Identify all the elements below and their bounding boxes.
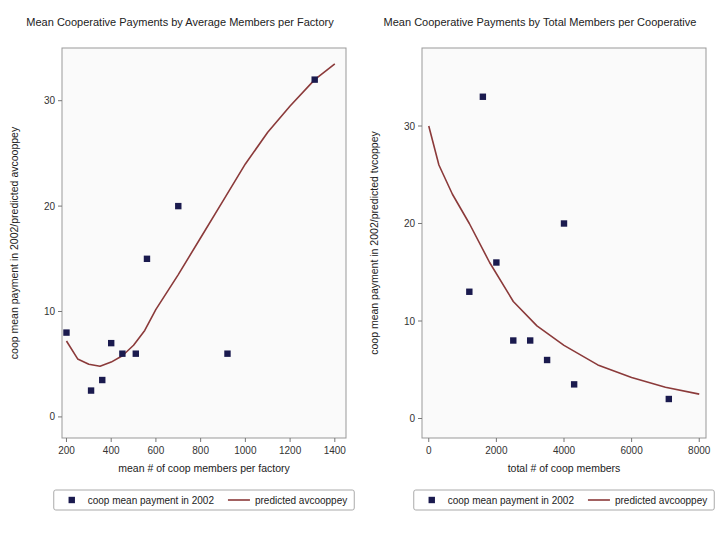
x-tick-label: 2000 bbox=[485, 445, 508, 456]
x-tick-label: 1400 bbox=[324, 445, 347, 456]
plot-marks bbox=[63, 64, 335, 394]
legend-label: predicted avcooppey bbox=[615, 495, 707, 506]
x-tick bbox=[428, 438, 429, 442]
fitted-line bbox=[66, 64, 334, 367]
legend-item: predicted avcooppey bbox=[228, 495, 347, 506]
fitted-line bbox=[429, 126, 699, 394]
scatter-point bbox=[108, 340, 114, 346]
scatter-point bbox=[99, 377, 105, 383]
chart-title: Mean Cooperative Payments by Average Mem… bbox=[26, 16, 334, 28]
legend-swatch bbox=[429, 497, 435, 503]
plot-frame bbox=[422, 48, 706, 438]
scatter-point bbox=[133, 350, 139, 356]
scatter-point bbox=[63, 329, 69, 335]
x-tick bbox=[496, 438, 497, 442]
scatter-point bbox=[224, 350, 230, 356]
x-tick-label: 8000 bbox=[688, 445, 711, 456]
x-axis-label: total # of coop members bbox=[508, 462, 621, 474]
x-tick-label: 0 bbox=[426, 445, 432, 456]
y-tick bbox=[58, 100, 62, 101]
x-tick bbox=[155, 438, 156, 442]
legend-item: predicted avcooppey bbox=[588, 495, 707, 506]
x-tick-label: 200 bbox=[58, 445, 75, 456]
legend-label: predicted avcooppey bbox=[255, 495, 347, 506]
x-tick bbox=[699, 438, 700, 442]
x-tick bbox=[111, 438, 112, 442]
legend: coop mean payment in 2002 predicted avcoo… bbox=[414, 490, 715, 510]
y-tick bbox=[58, 416, 62, 417]
scatter-point bbox=[144, 256, 150, 262]
plot-marks bbox=[429, 94, 699, 403]
x-axis-label: mean # of coop members per factory bbox=[118, 462, 290, 474]
y-tick bbox=[418, 321, 422, 322]
scatter-point bbox=[544, 357, 550, 363]
x-tick bbox=[66, 438, 67, 442]
legend-box bbox=[414, 490, 715, 510]
y-tick-label: 10 bbox=[44, 306, 56, 317]
legend-swatch bbox=[69, 497, 75, 503]
x-tick bbox=[290, 438, 291, 442]
y-axis-label: coop mean payment in 2002/predicted tvco… bbox=[368, 130, 380, 354]
chart-panel: Mean Cooperative Payments by Total Membe… bbox=[368, 16, 714, 510]
chart-title: Mean Cooperative Payments by Total Membe… bbox=[384, 16, 697, 28]
legend-label: coop mean payment in 2002 bbox=[88, 495, 215, 506]
x-tick bbox=[631, 438, 632, 442]
chart-panel: Mean Cooperative Payments by Average Mem… bbox=[8, 16, 354, 510]
y-tick bbox=[58, 206, 62, 207]
y-tick-label: 0 bbox=[49, 411, 55, 422]
scatter-point bbox=[480, 94, 486, 100]
scatter-point bbox=[561, 220, 567, 226]
legend-box bbox=[54, 490, 355, 510]
y-tick bbox=[418, 223, 422, 224]
scatter-point bbox=[493, 259, 499, 265]
scatter-point bbox=[119, 350, 125, 356]
legend-item: coop mean payment in 2002 bbox=[429, 495, 575, 506]
scatter-point bbox=[175, 203, 181, 209]
scatter-point bbox=[311, 76, 317, 82]
scatter-point bbox=[466, 289, 472, 295]
x-tick-label: 400 bbox=[103, 445, 120, 456]
x-tick bbox=[564, 438, 565, 442]
chart-canvas: Mean Cooperative Payments by Average Mem… bbox=[0, 0, 720, 540]
x-tick bbox=[334, 438, 335, 442]
plot-frame bbox=[62, 48, 346, 438]
x-tick-label: 6000 bbox=[620, 445, 643, 456]
x-tick-label: 1000 bbox=[234, 445, 257, 456]
x-tick-label: 1200 bbox=[279, 445, 302, 456]
scatter-point bbox=[510, 337, 516, 343]
x-tick bbox=[245, 438, 246, 442]
scatter-point bbox=[571, 381, 577, 387]
y-tick-label: 10 bbox=[404, 316, 416, 327]
legend: coop mean payment in 2002 predicted avcoo… bbox=[54, 490, 355, 510]
scatter-point bbox=[88, 387, 94, 393]
y-tick-label: 30 bbox=[404, 121, 416, 132]
legend-label: coop mean payment in 2002 bbox=[448, 495, 575, 506]
y-tick bbox=[58, 311, 62, 312]
y-tick-label: 20 bbox=[44, 201, 56, 212]
y-tick-label: 0 bbox=[409, 413, 415, 424]
x-tick bbox=[200, 438, 201, 442]
y-tick bbox=[418, 126, 422, 127]
legend-item: coop mean payment in 2002 bbox=[69, 495, 215, 506]
x-tick-label: 4000 bbox=[553, 445, 576, 456]
y-axis-label: coop mean payment in 2002/predicted avco… bbox=[8, 126, 20, 359]
scatter-point bbox=[527, 337, 533, 343]
y-tick-label: 20 bbox=[404, 218, 416, 229]
plot-background bbox=[62, 48, 346, 438]
scatter-point bbox=[666, 396, 672, 402]
legend-swatch bbox=[588, 499, 610, 501]
legend-swatch bbox=[228, 499, 250, 501]
plot-background bbox=[422, 48, 706, 438]
y-tick bbox=[418, 418, 422, 419]
x-tick-label: 800 bbox=[192, 445, 209, 456]
y-tick-label: 30 bbox=[44, 95, 56, 106]
x-tick-label: 600 bbox=[148, 445, 165, 456]
